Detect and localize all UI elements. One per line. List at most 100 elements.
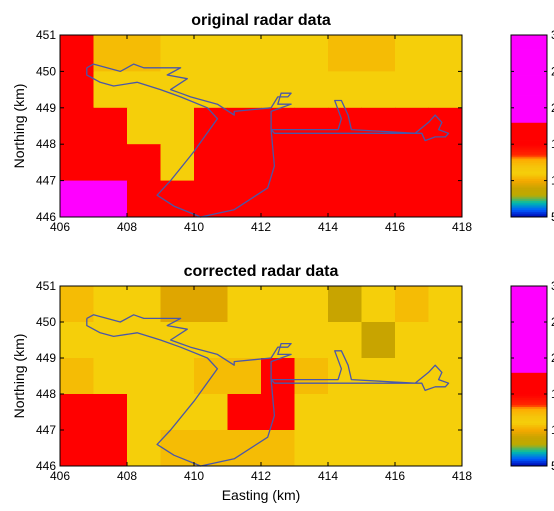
x-tick-label: 418 — [452, 469, 472, 483]
colorbar-segment — [511, 385, 547, 388]
heatmap-cell — [227, 286, 262, 323]
x-tick-label: 414 — [318, 220, 338, 234]
colorbar-segment — [511, 363, 547, 366]
colorbar-segment — [511, 295, 547, 298]
colorbar-segment — [511, 329, 547, 332]
heatmap-cell — [395, 144, 429, 182]
colorbar-segment — [511, 40, 547, 43]
colorbar-segment — [511, 291, 547, 294]
heatmap-cell — [93, 358, 128, 395]
heatmap-cell — [127, 107, 161, 145]
heatmap-cell — [127, 358, 161, 395]
heatmap-cell — [261, 358, 295, 395]
colorbar-segment — [511, 408, 547, 411]
colorbar-segment — [511, 374, 547, 377]
colorbar-segment — [511, 390, 547, 393]
colorbar-segment — [511, 215, 547, 218]
heatmap-cell — [328, 286, 362, 323]
x-axis-label: Easting (km) — [222, 487, 301, 503]
colorbar-segment — [511, 67, 547, 70]
heatmap-cell — [328, 35, 362, 72]
heatmap-cell — [160, 394, 195, 431]
heatmap-cell — [93, 430, 128, 467]
heatmap-cell — [294, 430, 329, 467]
chart-title: corrected radar data — [184, 263, 339, 280]
colorbar-frame — [510, 34, 548, 218]
heatmap-cell — [328, 322, 362, 359]
colorbar-segment — [511, 213, 547, 216]
colorbar-tick-label: 25 — [551, 64, 554, 78]
colorbar-segment — [511, 135, 547, 138]
heatmap-cell — [395, 430, 429, 467]
colorbar-segment — [511, 293, 547, 296]
heatmap-cell — [227, 144, 262, 182]
colorbar-segment — [511, 455, 547, 458]
colorbar-segment — [511, 51, 547, 54]
colorbar-segment — [511, 426, 547, 429]
heatmap-cell — [127, 286, 161, 323]
heatmap-cell — [194, 180, 228, 218]
x-tick-label: 406 — [50, 469, 70, 483]
colorbar-segment — [511, 180, 547, 183]
colorbar-segment — [511, 305, 547, 308]
heatmap-cell — [60, 322, 94, 359]
colorbar-segment — [511, 173, 547, 176]
colorbar-segment — [511, 372, 547, 375]
colorbar-segment — [511, 334, 547, 337]
colorbar-segment — [511, 376, 547, 379]
colorbar-segment — [511, 359, 547, 362]
colorbar-segment — [511, 394, 547, 397]
colorbar-segment — [511, 211, 547, 214]
heatmap-cell — [160, 35, 195, 72]
colorbar-segment — [511, 313, 547, 316]
colorbar-tick-label: 20 — [551, 351, 554, 365]
heatmap-cell — [261, 394, 295, 431]
colorbar-segment — [511, 410, 547, 413]
heatmap-cell — [194, 144, 228, 182]
x-tick-label: 414 — [318, 469, 338, 483]
colorbar-segment — [511, 307, 547, 310]
colorbar-segment — [511, 435, 547, 438]
colorbar-segment — [511, 131, 547, 134]
colorbar-segment — [511, 386, 547, 389]
colorbar-segment — [511, 95, 547, 98]
colorbar-segment — [511, 415, 547, 418]
colorbar-segment — [511, 73, 547, 76]
colorbar-segment — [511, 437, 547, 440]
colorbar-segment — [511, 186, 547, 189]
heatmap-cell — [395, 35, 429, 72]
colorbar-segment — [511, 36, 547, 40]
colorbar-segment — [511, 439, 547, 442]
colorbar-segment — [511, 296, 547, 299]
colorbar-segment — [511, 120, 547, 123]
colorbar-segment — [511, 397, 547, 400]
colorbar-tick-label: 15 — [551, 137, 554, 151]
colorbar-segment — [511, 464, 547, 467]
colorbar-segment — [511, 153, 547, 156]
x-tick-label: 410 — [184, 469, 204, 483]
colorbar-segment — [511, 149, 547, 152]
heatmap-cell — [294, 286, 329, 323]
y-tick-label: 448 — [36, 137, 56, 151]
x-tick-label: 416 — [385, 469, 405, 483]
colorbar-segment — [511, 446, 547, 449]
colorbar-segment — [511, 191, 547, 194]
colorbar-segment — [511, 56, 547, 60]
colorbar-corrected: 5 10 15 20 25 30 — [510, 279, 554, 473]
heatmap-cell — [93, 180, 128, 218]
heatmap-cell — [428, 430, 463, 467]
heatmap-cell — [261, 35, 295, 72]
colorbar-segment — [511, 206, 547, 209]
heatmap-cell — [428, 286, 463, 323]
colorbar-segment — [511, 162, 547, 165]
colorbar-segment — [511, 84, 547, 87]
colorbar-segment — [511, 431, 547, 434]
colorbar-segment — [511, 302, 547, 305]
colorbar-segment — [511, 129, 547, 132]
colorbar-segment — [511, 417, 547, 420]
colorbar-segment — [511, 368, 547, 371]
colorbar-segment — [511, 314, 547, 317]
colorbar-segment — [511, 78, 547, 81]
colorbar-segment — [511, 53, 547, 56]
heatmap-cell — [194, 430, 228, 467]
